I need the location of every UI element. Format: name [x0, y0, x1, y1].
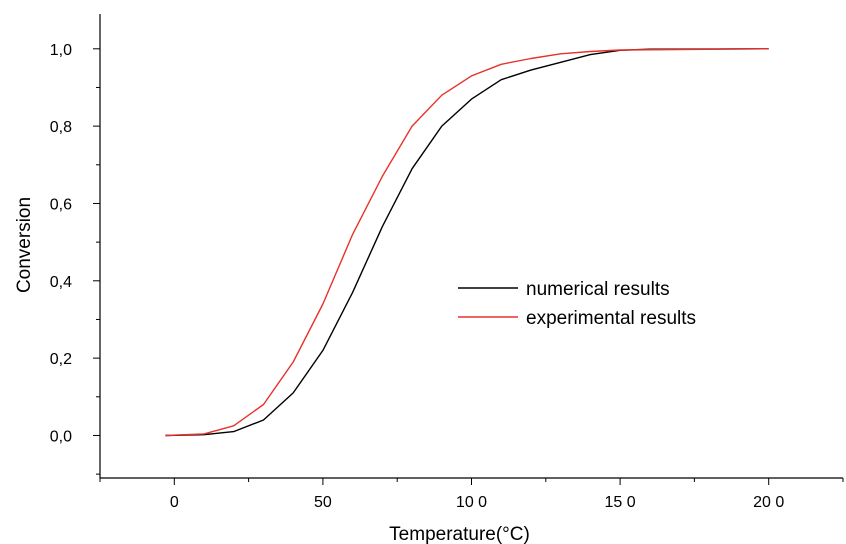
- legend-label-numerical: numerical results: [526, 279, 670, 300]
- x-axis-ticks: 0 50 10 0 15 0 20 0: [99, 478, 844, 511]
- y-tick-label: 0,0: [50, 428, 72, 445]
- series-line-numerical: [165, 48, 769, 437]
- y-tick-label: 1,0: [50, 42, 72, 59]
- y-axis-ticks: 0,0 0,2 0,4 0,6 0,8 1,0: [50, 42, 100, 475]
- legend-label-experimental: experimental results: [526, 308, 696, 329]
- x-axis-title: Temperature(°C): [389, 524, 530, 544]
- legend: numerical results experimental results: [458, 279, 696, 329]
- y-tick-label: 0,6: [50, 196, 72, 213]
- x-tick-label: 10 0: [456, 494, 487, 511]
- x-tick-label: 20 0: [753, 494, 784, 511]
- y-tick-label: 0,2: [50, 351, 72, 368]
- y-tick-label: 0,8: [50, 119, 72, 136]
- x-tick-label: 50: [314, 494, 332, 511]
- plot-frame: [99, 14, 843, 479]
- series-layer: [165, 48, 769, 437]
- y-axis-title: Conversion: [14, 197, 35, 293]
- series-line-experimental: [165, 48, 769, 437]
- x-tick-label: 15 0: [605, 494, 636, 511]
- y-tick-label: 0,4: [50, 274, 72, 291]
- x-tick-label: 0: [170, 494, 179, 511]
